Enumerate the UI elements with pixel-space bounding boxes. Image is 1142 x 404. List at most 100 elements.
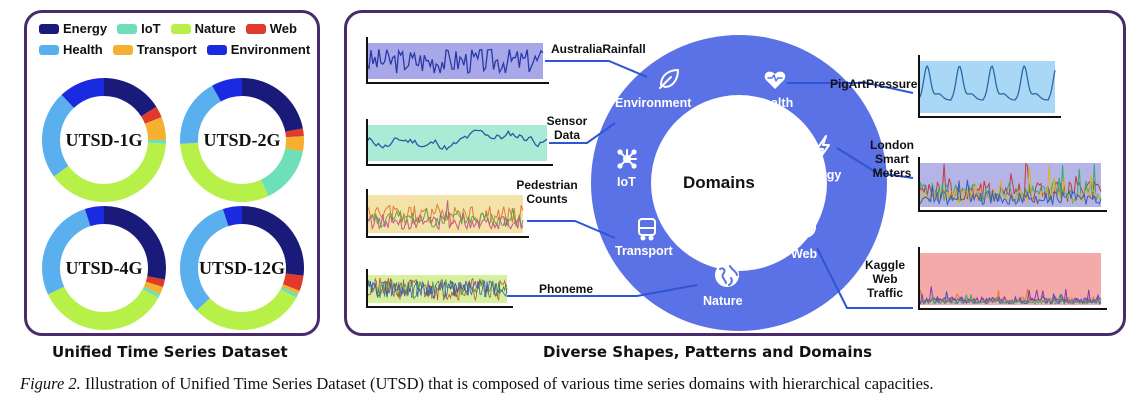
plot-line bbox=[366, 200, 524, 231]
heart-monitor-icon bbox=[764, 71, 786, 89]
donut-chart bbox=[42, 78, 166, 202]
connector-phoneme bbox=[507, 284, 698, 297]
donut-slice-energy bbox=[104, 78, 157, 117]
donut-slice-iot bbox=[280, 286, 299, 298]
connector-kaggle bbox=[816, 247, 913, 309]
legend-item-iot: IoT bbox=[117, 21, 161, 36]
donut-slice-energy bbox=[242, 78, 303, 132]
plot-pedestrian-counts bbox=[366, 189, 529, 238]
donut-slice-environment bbox=[84, 206, 104, 227]
legend-item-nature: Nature bbox=[170, 21, 236, 36]
donut-chart bbox=[180, 78, 304, 202]
ring-label-nature: Nature bbox=[703, 294, 743, 308]
connector-sensor bbox=[549, 122, 616, 144]
ring-label-transport: Transport bbox=[615, 244, 673, 258]
bus-icon bbox=[638, 218, 656, 241]
legend-swatch bbox=[39, 23, 59, 34]
legend-item-transport: Transport bbox=[112, 42, 197, 57]
figure-caption: Figure 2. Illustration of Unified Time S… bbox=[20, 374, 934, 394]
example-pigart-pressure: PigArtPressure bbox=[830, 77, 918, 91]
donut-utsd-2g: UTSD-2G bbox=[177, 75, 307, 205]
domain-legend: Energy IoT Nature Web Health Transport E… bbox=[39, 21, 319, 63]
plot-kaggle-web-traffic bbox=[918, 247, 1107, 310]
plot-line bbox=[366, 129, 548, 151]
ring-label-web: Web bbox=[791, 247, 818, 261]
plot-pigart-pressure bbox=[918, 55, 1061, 118]
legend-swatch bbox=[39, 44, 59, 55]
connector-pigart bbox=[787, 82, 914, 94]
dataset-panel: Energy IoT Nature Web Health Transport E… bbox=[24, 10, 320, 336]
plot-axes bbox=[918, 247, 1107, 310]
donut-slice-web bbox=[141, 106, 162, 124]
ring-label-environment: Environment bbox=[615, 96, 692, 110]
legend-label: Health bbox=[63, 42, 103, 57]
donut-utsd-12g: UTSD-12G bbox=[177, 203, 307, 333]
donut-slice-nature bbox=[47, 286, 159, 330]
plot-line bbox=[918, 294, 1102, 305]
legend-item-health: Health bbox=[39, 42, 103, 57]
domain-ring-hole bbox=[651, 95, 827, 271]
legend-item-energy: Energy bbox=[39, 21, 107, 36]
donut-slice-nature bbox=[196, 289, 297, 330]
donut-slice-health bbox=[41, 209, 91, 295]
donut-slice-environment bbox=[222, 206, 242, 227]
donut-slice-health bbox=[42, 94, 74, 177]
donut-label: UTSD-12G bbox=[198, 257, 285, 278]
plot-line bbox=[918, 179, 1102, 207]
example-sensor-data: Sensor Data bbox=[546, 114, 588, 142]
ring-label-energy: Energy bbox=[799, 168, 842, 182]
donut-chart bbox=[180, 206, 304, 330]
donut-slice-transport bbox=[281, 284, 300, 295]
example-australia-rainfall: AustraliaRainfall bbox=[551, 42, 646, 56]
domains-panel: Environment Health IoT Energy Transport … bbox=[344, 10, 1126, 336]
donut-slice-environment bbox=[61, 78, 104, 108]
domains-diagram bbox=[366, 35, 1107, 331]
legend-swatch bbox=[112, 44, 133, 55]
connector-australia bbox=[545, 60, 648, 78]
donut-slice-iot bbox=[260, 148, 303, 197]
plot-london-smart-meters bbox=[918, 157, 1107, 212]
donut-slice-transport bbox=[285, 136, 304, 152]
donut-slice-web bbox=[282, 273, 304, 291]
earth-icon bbox=[715, 263, 739, 287]
donut-slice-nature bbox=[53, 142, 166, 202]
plot-axes bbox=[918, 157, 1107, 212]
donut-chart bbox=[41, 206, 166, 330]
ring-label-health: Health bbox=[755, 96, 794, 110]
right-caption: Diverse Shapes, Patterns and Domains bbox=[543, 343, 873, 361]
leaf-icon bbox=[659, 69, 679, 89]
example-pedestrian-counts: Pedestrian Counts bbox=[516, 178, 578, 206]
legend-label: Web bbox=[269, 21, 297, 36]
connector-london bbox=[836, 147, 914, 179]
plot-axes bbox=[366, 119, 553, 166]
legend-item-environment: Environment bbox=[206, 42, 311, 57]
example-london-smart-meters: London Smart Meters bbox=[870, 138, 914, 180]
connectors bbox=[507, 60, 914, 309]
legend-swatch bbox=[117, 23, 138, 34]
donut-slice-iot bbox=[147, 140, 166, 144]
plot-axes bbox=[918, 55, 1061, 118]
ring-label-iot: IoT bbox=[617, 175, 636, 189]
donut-slice-iot bbox=[142, 286, 161, 298]
plot-line bbox=[366, 48, 544, 75]
donut-slice-transport bbox=[144, 117, 166, 140]
plot-sensor-data bbox=[366, 119, 553, 166]
legend-label: Nature bbox=[194, 21, 236, 36]
example-kaggle-web-traffic: Kaggle Web Traffic bbox=[864, 258, 905, 300]
legend-label: Environment bbox=[230, 42, 311, 57]
donut-slice-transport bbox=[143, 281, 163, 295]
plot-axes bbox=[366, 37, 549, 84]
legend-label: IoT bbox=[141, 21, 161, 36]
donut-slice-nature bbox=[180, 142, 269, 202]
connector-pedestrian bbox=[527, 220, 616, 239]
legend-swatch bbox=[245, 23, 266, 34]
donut-label: UTSD-4G bbox=[65, 257, 143, 278]
left-caption: Unified Time Series Dataset bbox=[52, 343, 288, 361]
donut-slice-web bbox=[285, 128, 304, 138]
example-phoneme: Phoneme bbox=[539, 282, 594, 296]
donut-label: UTSD-1G bbox=[65, 129, 143, 150]
donut-slice-web bbox=[145, 276, 165, 288]
figure-number: Figure 2. bbox=[20, 374, 81, 393]
center-title: Domains bbox=[683, 173, 755, 192]
plot-axes bbox=[366, 269, 513, 308]
